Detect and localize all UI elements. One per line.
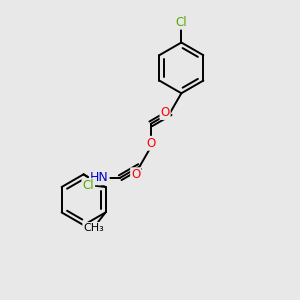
Text: CH₃: CH₃: [83, 223, 104, 233]
Text: HN: HN: [90, 171, 109, 184]
Text: Cl: Cl: [176, 16, 187, 29]
Text: Cl: Cl: [82, 179, 94, 192]
Text: O: O: [146, 137, 155, 150]
Text: O: O: [131, 168, 140, 181]
Text: O: O: [160, 106, 170, 119]
